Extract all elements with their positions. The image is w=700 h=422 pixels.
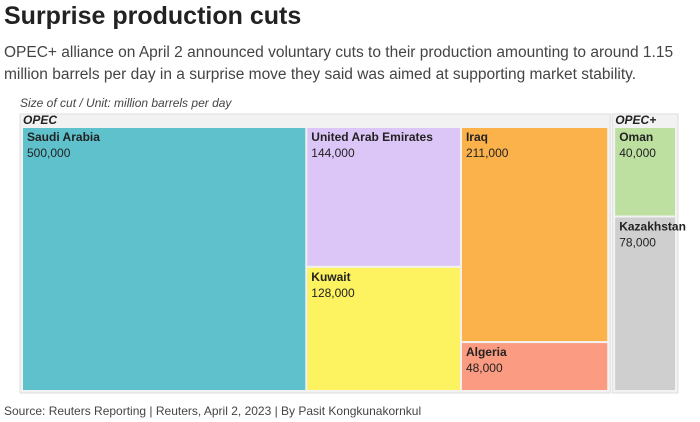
tile [23, 128, 306, 390]
tile-value: 128,000 [311, 286, 355, 300]
tile-value: 48,000 [466, 361, 503, 375]
tile [307, 267, 460, 390]
tile [461, 343, 608, 390]
tile-value: 500,000 [27, 146, 71, 160]
tile [615, 128, 675, 216]
tile-label: Oman [619, 130, 653, 144]
chart-subtitle: OPEC+ alliance on April 2 announced volu… [4, 44, 674, 83]
source-note: Source: Reuters Reporting | Reuters, Apr… [4, 404, 422, 418]
tile [615, 217, 675, 390]
tile-value: 211,000 [466, 146, 509, 160]
group-label: OPEC+ [615, 113, 656, 127]
tile-value: 144,000 [311, 146, 355, 160]
tile-value: 78,000 [619, 236, 656, 250]
chart-title: Surprise production cuts [4, 2, 302, 30]
tile-label: United Arab Emirates [311, 130, 433, 144]
tile-label: Algeria [466, 345, 507, 359]
group-label: OPEC [23, 113, 57, 127]
unit-note: Size of cut / Unit: million barrels per … [20, 96, 232, 110]
tile [461, 128, 608, 342]
tile [307, 128, 460, 266]
tile-label: Iraq [466, 130, 488, 144]
tile-label: Kazakhstan [619, 220, 686, 234]
tile-value: 40,000 [619, 146, 656, 160]
tile-label: Saudi Arabia [27, 130, 100, 144]
tile-label: Kuwait [311, 270, 350, 284]
